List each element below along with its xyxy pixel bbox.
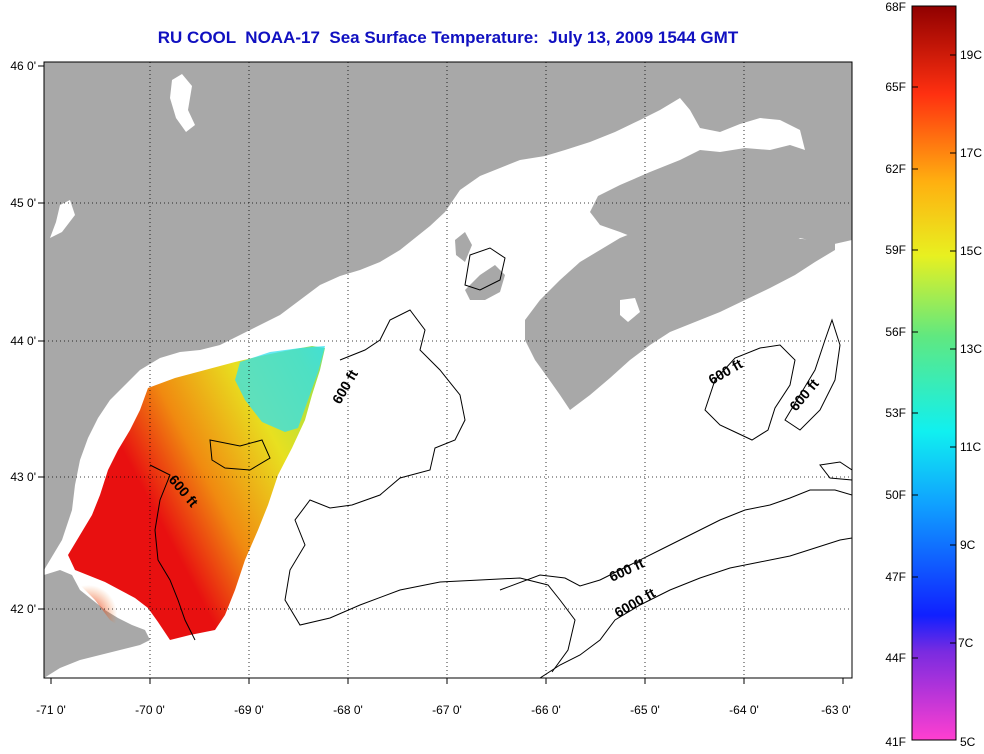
colorbar-f-label: 53F	[885, 406, 906, 420]
colorbar-f-label: 44F	[885, 651, 906, 665]
map-title: RU COOL NOAA-17 Sea Surface Temperature:…	[157, 28, 739, 47]
contour-600ft-gulf	[284, 309, 576, 673]
lat-label: 43 0'	[10, 470, 36, 484]
lon-label: -65 0'	[630, 703, 660, 717]
lon-label: -71 0'	[36, 703, 66, 717]
colorbar	[911, 5, 957, 741]
contour-600ft-scotian-b	[784, 318, 841, 431]
lon-label: -63 0'	[821, 703, 851, 717]
lat-label: 44 0'	[10, 334, 36, 348]
lake	[620, 298, 640, 322]
bathymetry-contours	[149, 247, 852, 678]
contour-bank	[464, 247, 506, 291]
land-nova-scotia	[525, 218, 835, 410]
latitude-labels: 46 0' 45 0' 44 0' 43 0' 42 0'	[10, 59, 36, 616]
colorbar-c-label: 19C	[960, 48, 982, 62]
colorbar-f-label: 59F	[885, 243, 906, 257]
sst-warm-core	[68, 545, 150, 630]
land-island	[465, 265, 505, 300]
colorbar-c-label: 7C	[958, 636, 974, 650]
land-cape-cod	[44, 570, 150, 678]
lon-label: -64 0'	[729, 703, 759, 717]
lon-label: -69 0'	[234, 703, 264, 717]
colorbar-ticks	[912, 54, 956, 659]
colorbar-f-label: 50F	[885, 488, 906, 502]
lon-label: -70 0'	[135, 703, 165, 717]
lon-label: -68 0'	[333, 703, 363, 717]
colorbar-celsius-labels: 19C 17C 15C 13C 11C 9C 7C 5C	[958, 48, 982, 749]
colorbar-f-label: 41F	[885, 735, 906, 749]
land-new-england	[44, 62, 852, 570]
contour-ledge	[819, 461, 852, 481]
colorbar-c-label: 15C	[960, 244, 982, 258]
lat-label: 42 0'	[10, 602, 36, 616]
map-frame	[43, 61, 853, 679]
colorbar-c-label: 11C	[960, 440, 981, 454]
longitude-labels: -71 0' -70 0' -69 0' -68 0' -67 0' -66 0…	[36, 703, 851, 717]
colorbar-c-label: 13C	[960, 342, 982, 356]
colorbar-c-label: 9C	[960, 538, 976, 552]
contour-600ft-west	[149, 464, 196, 641]
colorbar-f-label: 47F	[885, 570, 906, 584]
land-island	[455, 232, 472, 262]
lat-label: 46 0'	[10, 59, 36, 73]
sst-cool-zone	[235, 346, 325, 432]
lon-label: -67 0'	[432, 703, 462, 717]
colorbar-f-label: 62F	[885, 162, 906, 176]
lake	[170, 74, 195, 132]
colorbar-c-label: 17C	[960, 146, 982, 160]
contour-basin	[209, 439, 271, 471]
colorbar-f-label: 68F	[885, 0, 906, 14]
graticule	[44, 62, 852, 678]
contour-6000ft	[539, 537, 852, 678]
colorbar-f-label: 65F	[885, 80, 906, 94]
colorbar-fahrenheit-labels: 68F 65F 62F 59F 56F 53F 50F 47F 44F 41F	[885, 0, 906, 749]
colorbar-f-label: 56F	[885, 325, 906, 339]
colorbar-c-label: 5C	[960, 735, 976, 749]
contour-600ft-georges	[499, 489, 852, 591]
tick-marks	[38, 65, 844, 684]
lake	[50, 200, 75, 238]
lat-label: 45 0'	[10, 196, 36, 210]
lon-label: -66 0'	[531, 703, 561, 717]
contour-600ft-scotian-a	[704, 344, 796, 441]
